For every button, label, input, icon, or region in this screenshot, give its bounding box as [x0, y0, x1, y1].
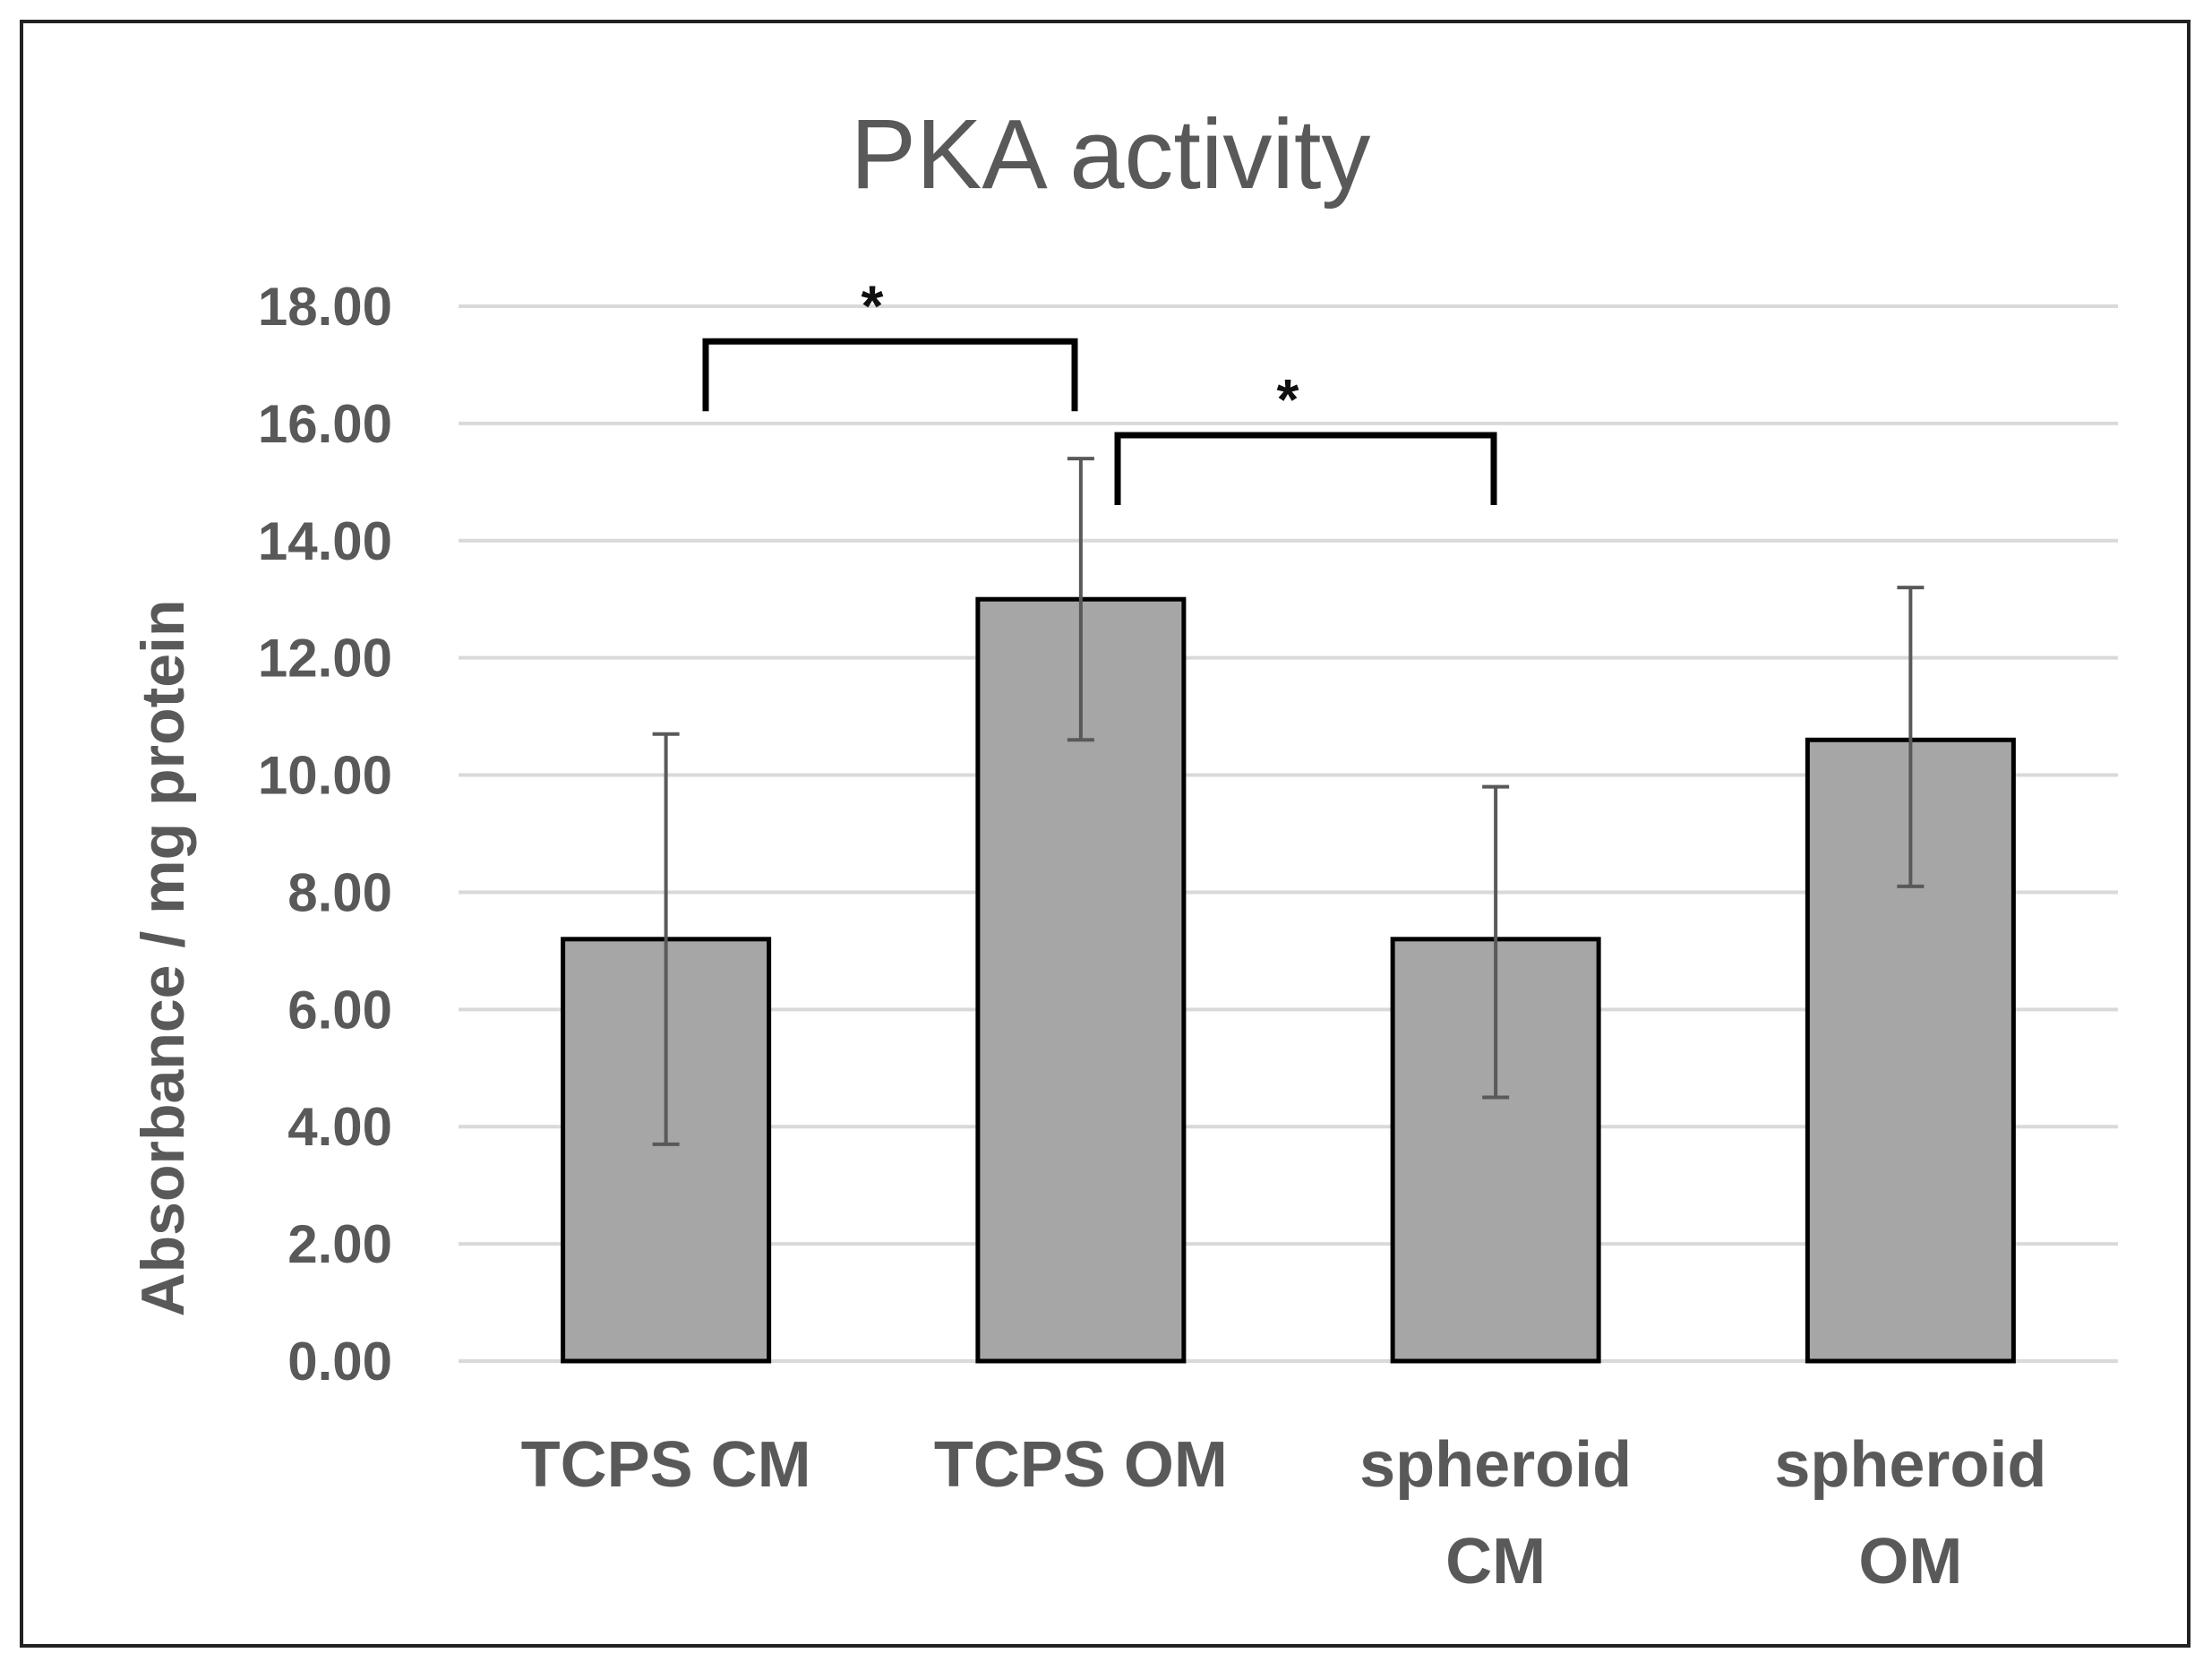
y-tick-labels: 0.00 2.00 4.00 6.00 8.00 10.00 12.00 14.00 16.00… — [258, 277, 392, 1392]
category-label: OM — [1858, 1526, 1962, 1597]
category-label: spheroid — [1774, 1429, 2046, 1501]
category-label: spheroid — [1359, 1429, 1632, 1501]
y-tick-label: 8.00 — [287, 862, 392, 922]
category-label: CM — [1445, 1526, 1546, 1597]
category-label: TCPS CM — [521, 1429, 811, 1501]
category-labels: TCPS CM TCPS OM spheroid CM spheroid OM — [521, 1429, 2047, 1597]
y-tick-label: 10.00 — [258, 746, 392, 806]
significance-bracket — [1114, 432, 1497, 505]
significance-brackets: ** — [702, 273, 1497, 505]
y-tick-label: 12.00 — [258, 629, 392, 689]
significance-bracket — [702, 338, 1078, 412]
y-axis-label: Absorbance / mg protein — [129, 600, 197, 1317]
y-tick-label: 2.00 — [287, 1214, 392, 1274]
y-tick-label: 14.00 — [258, 511, 392, 571]
y-tick-label: 4.00 — [287, 1097, 392, 1157]
y-tick-label: 18.00 — [258, 277, 392, 337]
chart-title: PKA activity — [851, 99, 1371, 210]
category-label: TCPS OM — [934, 1429, 1228, 1501]
bar — [975, 596, 1187, 1364]
significance-star: * — [1277, 367, 1299, 432]
error-bars — [652, 457, 1925, 1146]
significance-star: * — [862, 273, 884, 338]
y-tick-label: 16.00 — [258, 394, 392, 454]
y-tick-label: 6.00 — [287, 980, 392, 1040]
y-tick-label: 0.00 — [287, 1332, 392, 1392]
bars — [561, 596, 2016, 1364]
